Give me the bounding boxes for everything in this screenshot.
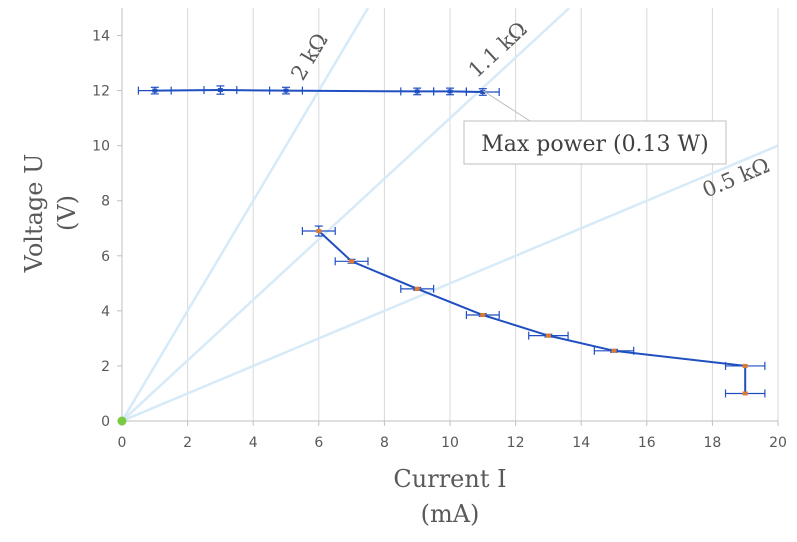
axis-titles: Current I (mA) Voltage U (V) [20, 154, 507, 528]
annotation-leader [482, 90, 531, 122]
x-tick-label: 2 [183, 435, 192, 451]
data-point [316, 229, 322, 234]
series-line [318, 230, 747, 394]
data-point [217, 88, 223, 93]
data-point [742, 363, 748, 368]
x-tick-label: 4 [249, 435, 258, 451]
y-tick-label: 2 [101, 359, 110, 375]
x-tick-label: 6 [314, 435, 323, 451]
x-tick-label: 14 [572, 435, 590, 451]
data-point [545, 333, 551, 338]
y-tick-label: 14 [92, 29, 110, 45]
annotation-box [463, 120, 727, 165]
annotation: Max power (0.13 W) [463, 90, 727, 165]
x-axis-title-line-1: Current I [393, 465, 506, 493]
data-point [283, 88, 289, 93]
y-axis-title-line-1: Voltage U [20, 154, 48, 274]
data-point [447, 89, 453, 94]
x-axis-title-line-2: (mA) [421, 500, 480, 528]
y-tick-label: 0 [101, 414, 110, 430]
data-point [480, 312, 486, 317]
x-tick-label: 16 [638, 435, 656, 451]
origin-point [117, 416, 127, 426]
data-point [480, 89, 486, 94]
y-axis-title-line-2: (V) [53, 195, 81, 231]
y-tick-label: 12 [92, 84, 110, 100]
load-line [122, 8, 571, 421]
load-line [122, 8, 370, 421]
data-point [152, 88, 158, 93]
x-tick-label: 20 [769, 435, 787, 451]
y-tick-label: 8 [101, 194, 110, 210]
data-point [349, 259, 355, 264]
y-tick-label: 6 [101, 249, 110, 265]
data-point [414, 89, 420, 94]
x-tick-label: 0 [118, 435, 127, 451]
x-tick-label: 10 [441, 435, 459, 451]
x-tick-label: 8 [380, 435, 389, 451]
annotation-text: Max power (0.13 W) [481, 132, 709, 157]
data-point [742, 391, 748, 396]
grid [187, 8, 779, 421]
data-series [117, 85, 766, 426]
data-point [414, 286, 420, 291]
y-tick-label: 4 [101, 304, 110, 320]
x-tick-label: 18 [703, 435, 721, 451]
x-tick-label: 12 [507, 435, 525, 451]
load-line [122, 144, 778, 421]
axes: 0 2 4 6 8 10 12 14 16 18 20 0 2 4 6 8 10 12 14 [92, 8, 787, 451]
data-point [611, 348, 617, 353]
load-line-label: 2 kΩ [286, 29, 332, 84]
y-tick-label: 10 [92, 139, 110, 155]
